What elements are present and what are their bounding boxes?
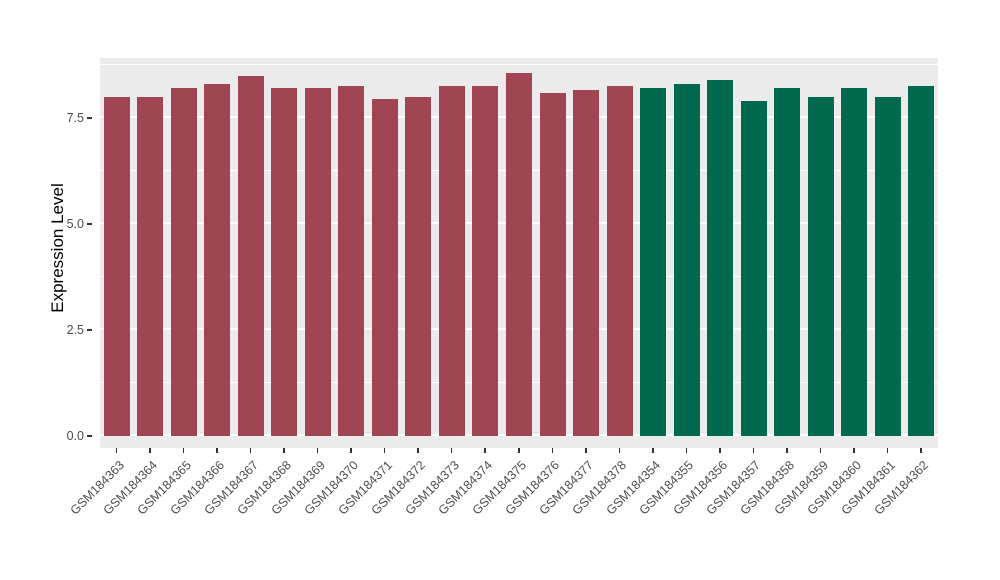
bar-GSM184369 (304, 88, 331, 436)
x-tick-mark (316, 448, 319, 453)
x-tick-mark (350, 448, 352, 453)
x-tick-mark (719, 448, 721, 453)
x-tick-mark (585, 448, 587, 453)
bar-GSM184366 (204, 84, 231, 436)
bar-GSM184360 (841, 88, 868, 436)
x-tick-mark (920, 448, 922, 453)
bar-GSM184373 (438, 86, 465, 436)
y-tick-mark (87, 223, 92, 225)
bar-GSM184376 (539, 92, 566, 436)
bar-GSM184367 (237, 75, 264, 436)
bar-GSM184362 (908, 86, 935, 436)
bar-GSM184378 (606, 86, 633, 436)
bar-GSM184365 (170, 88, 197, 436)
plot-area (100, 58, 938, 448)
x-tick-mark (853, 448, 855, 453)
x-tick-mark (786, 448, 788, 453)
x-tick-mark (383, 448, 386, 453)
x-tick-mark (685, 448, 688, 453)
bar-GSM184361 (874, 96, 901, 436)
x-tick-mark (652, 448, 654, 453)
bar-GSM184377 (573, 90, 600, 436)
y-tick-label: 0.0 (66, 429, 84, 443)
bar-GSM184364 (137, 96, 164, 436)
x-tick-mark (149, 448, 151, 453)
bar-GSM184358 (774, 88, 801, 436)
x-tick-mark (752, 448, 755, 453)
y-axis-ticks: 0.0 2.5 5.0 7.5 (0, 58, 92, 448)
x-tick-mark (182, 448, 185, 453)
bar-GSM184354 (640, 88, 667, 436)
bar-GSM184356 (707, 79, 734, 436)
y-tick-label: 2.5 (66, 323, 84, 337)
y-tick-mark (87, 117, 92, 119)
y-tick-mark (87, 329, 92, 331)
x-tick-mark (283, 448, 285, 453)
y-tick-label: 7.5 (66, 111, 84, 125)
x-tick-mark (551, 448, 554, 453)
bar-GSM184368 (271, 88, 298, 436)
x-tick-mark (819, 448, 822, 453)
gridline-minor (100, 64, 938, 65)
bar-GSM184370 (338, 86, 365, 436)
bar-GSM184359 (807, 96, 834, 436)
bar-GSM184363 (103, 96, 130, 436)
bar-GSM184375 (506, 73, 532, 436)
x-tick-mark (484, 448, 486, 453)
y-tick-mark (87, 435, 92, 437)
x-axis-tickmarks (100, 448, 938, 453)
bar-GSM184355 (673, 84, 700, 436)
bar-GSM184372 (405, 96, 432, 436)
bar-GSM184374 (472, 86, 499, 436)
x-tick-mark (518, 448, 520, 453)
x-tick-mark (450, 448, 453, 453)
x-tick-mark (618, 448, 621, 453)
x-axis-labels: GSM184363 GSM184364 GSM184365 GSM184366 GSM1… (67, 456, 938, 576)
x-tick-mark (249, 448, 252, 453)
x-tick-mark (417, 448, 419, 453)
bar-GSM184357 (740, 101, 767, 436)
x-tick-mark (886, 448, 889, 453)
bar-GSM184371 (371, 98, 398, 436)
x-tick-mark (216, 448, 218, 453)
y-tick-label: 5.0 (66, 217, 84, 231)
x-tick-mark (115, 448, 118, 453)
